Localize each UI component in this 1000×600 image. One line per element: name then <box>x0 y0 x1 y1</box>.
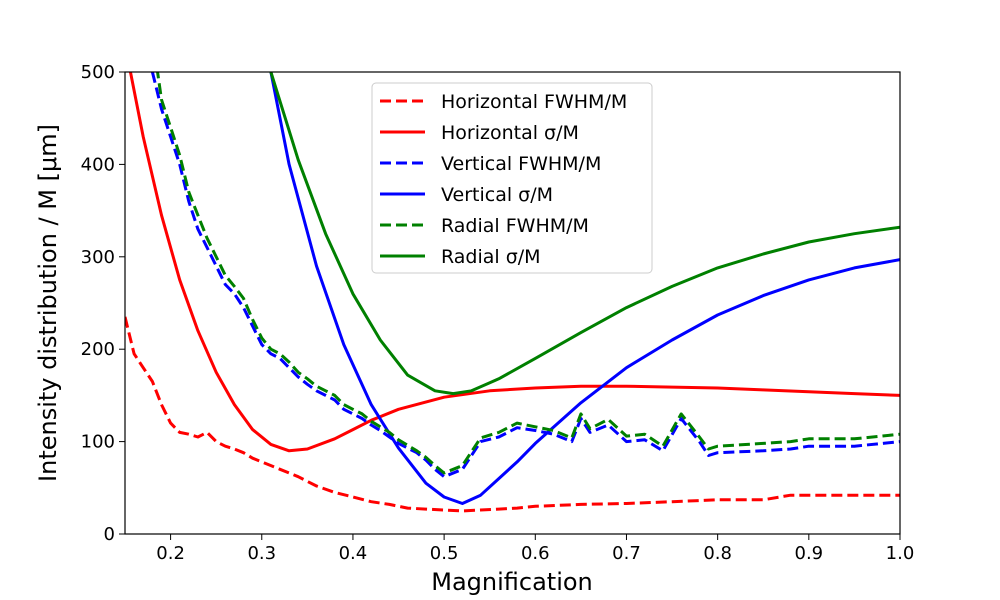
y-tick-label: 200 <box>81 339 115 360</box>
series-line-horizontal-fwhm-m <box>125 316 900 513</box>
series-line-radial-sigma-m <box>269 72 900 396</box>
y-axis: 0 100 200 300 400 500 <box>81 62 125 545</box>
x-tick-label: 0.5 <box>430 543 459 564</box>
legend-label: Radial σ/M <box>441 246 541 268</box>
y-tick-label: 400 <box>81 154 115 175</box>
series-line-horizontal-sigma-m <box>128 72 900 453</box>
y-tick-label: 500 <box>81 62 115 83</box>
legend-label: Radial FWHM/M <box>441 215 589 237</box>
x-tick-label: 0.6 <box>521 543 550 564</box>
legend-box <box>371 82 653 274</box>
series-line-vertical-sigma-m <box>269 72 900 505</box>
y-tick-label: 0 <box>104 524 115 545</box>
legend-label: Horizontal FWHM/M <box>441 91 627 113</box>
y-axis-title: Intensity distribution / M [μm] <box>34 124 62 482</box>
x-tick-label: 0.8 <box>703 543 732 564</box>
legend-label: Vertical σ/M <box>441 184 553 206</box>
series-layer <box>125 72 900 513</box>
legend-label: Horizontal σ/M <box>441 122 579 144</box>
y-tick-label: 300 <box>81 247 115 268</box>
x-tick-label: 0.3 <box>247 543 276 564</box>
x-tick-label: 0.9 <box>795 543 824 564</box>
series-line-radial-fwhm-m <box>156 72 900 475</box>
x-tick-label: 1.0 <box>886 543 915 564</box>
legend: Horizontal FWHM/M Horizontal σ/M Vertical … <box>371 82 653 274</box>
x-axis: 0.2 0.3 0.4 0.5 0.6 0.7 0.8 0.9 1.0 <box>156 534 914 564</box>
series-line-vertical-fwhm-m <box>150 72 900 479</box>
x-tick-label: 0.7 <box>612 543 641 564</box>
y-tick-label: 100 <box>81 432 115 453</box>
x-axis-title: Magnification <box>431 568 593 596</box>
legend-label: Vertical FWHM/M <box>441 153 601 175</box>
plot-frame <box>124 71 901 535</box>
x-tick-label: 0.2 <box>156 543 185 564</box>
x-tick-label: 0.4 <box>339 543 368 564</box>
